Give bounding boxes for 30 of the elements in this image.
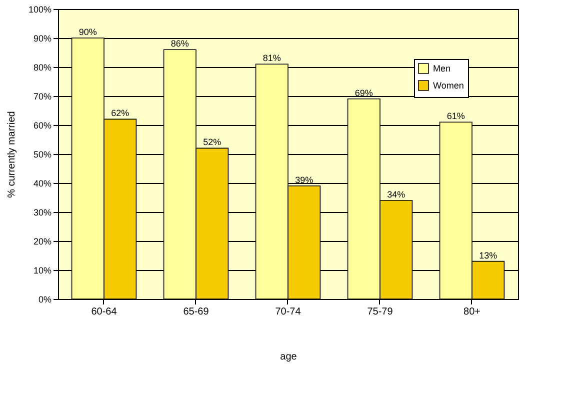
legend-label: Women — [433, 80, 464, 90]
data-label: 81% — [262, 53, 281, 64]
x-tick-label: 60-64 — [91, 306, 118, 318]
x-tick-label: 80+ — [464, 306, 481, 318]
y-tick-label: 70% — [33, 92, 52, 102]
x-tick-label: 70-74 — [275, 306, 302, 318]
y-tick-label: 0% — [38, 294, 52, 304]
legend-label: Men — [433, 64, 451, 74]
y-tick-label: 30% — [33, 208, 52, 218]
data-label: 34% — [387, 189, 406, 200]
y-tick-label: 20% — [33, 236, 52, 246]
data-label: 39% — [295, 174, 314, 185]
data-label: 61% — [446, 111, 465, 122]
data-label: 52% — [203, 137, 222, 148]
y-tick-label: 10% — [33, 266, 52, 276]
y-axis-title: % currently married — [6, 111, 18, 198]
y-tick-label: 40% — [33, 178, 52, 188]
y-tick-label: 80% — [33, 62, 52, 72]
data-label: 62% — [111, 108, 130, 118]
data-label: 90% — [78, 27, 97, 37]
y-tick-label: 50% — [33, 150, 52, 160]
y-tick-label: 60% — [33, 120, 52, 130]
data-label: 13% — [479, 250, 498, 260]
x-axis-title: age — [280, 352, 298, 362]
data-label: 69% — [354, 88, 373, 98]
data-label: 86% — [170, 38, 189, 49]
y-tick-label: 90% — [33, 34, 52, 44]
y-tick-label: 100% — [28, 4, 52, 14]
x-tick-label: 65-69 — [183, 306, 210, 318]
x-tick-label: 75-79 — [367, 306, 394, 318]
